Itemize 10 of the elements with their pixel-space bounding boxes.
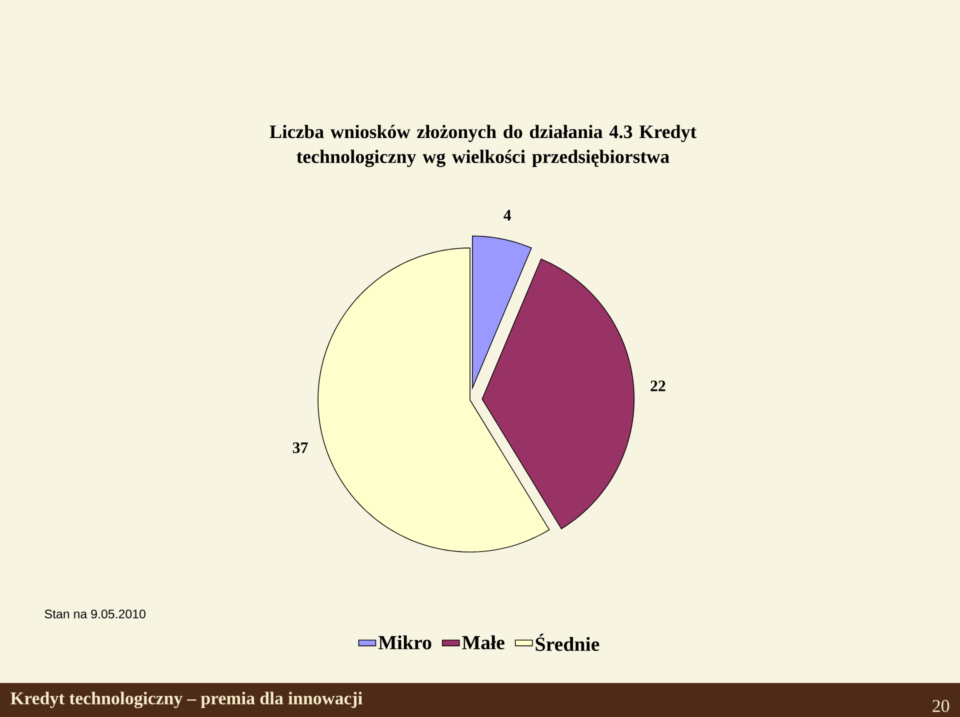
legend-label: Małe [462,635,504,650]
legend-label: Mikro [378,635,432,650]
text: 20 [932,700,950,712]
text: Stan na 9.05.2010 [44,610,146,618]
legend-label: Średnie [536,634,600,651]
chart-title: Liczba wniosków złożonych do działania 4.3 Kredyt technologiczny wg wielkości przedsiębiorstwa [270,124,697,168]
data-label: 4 [504,210,512,220]
data-label: 37 [292,442,308,454]
data-label: 22 [650,380,666,392]
text: Kredyt technologiczny – premia dla innowacji [10,692,362,708]
